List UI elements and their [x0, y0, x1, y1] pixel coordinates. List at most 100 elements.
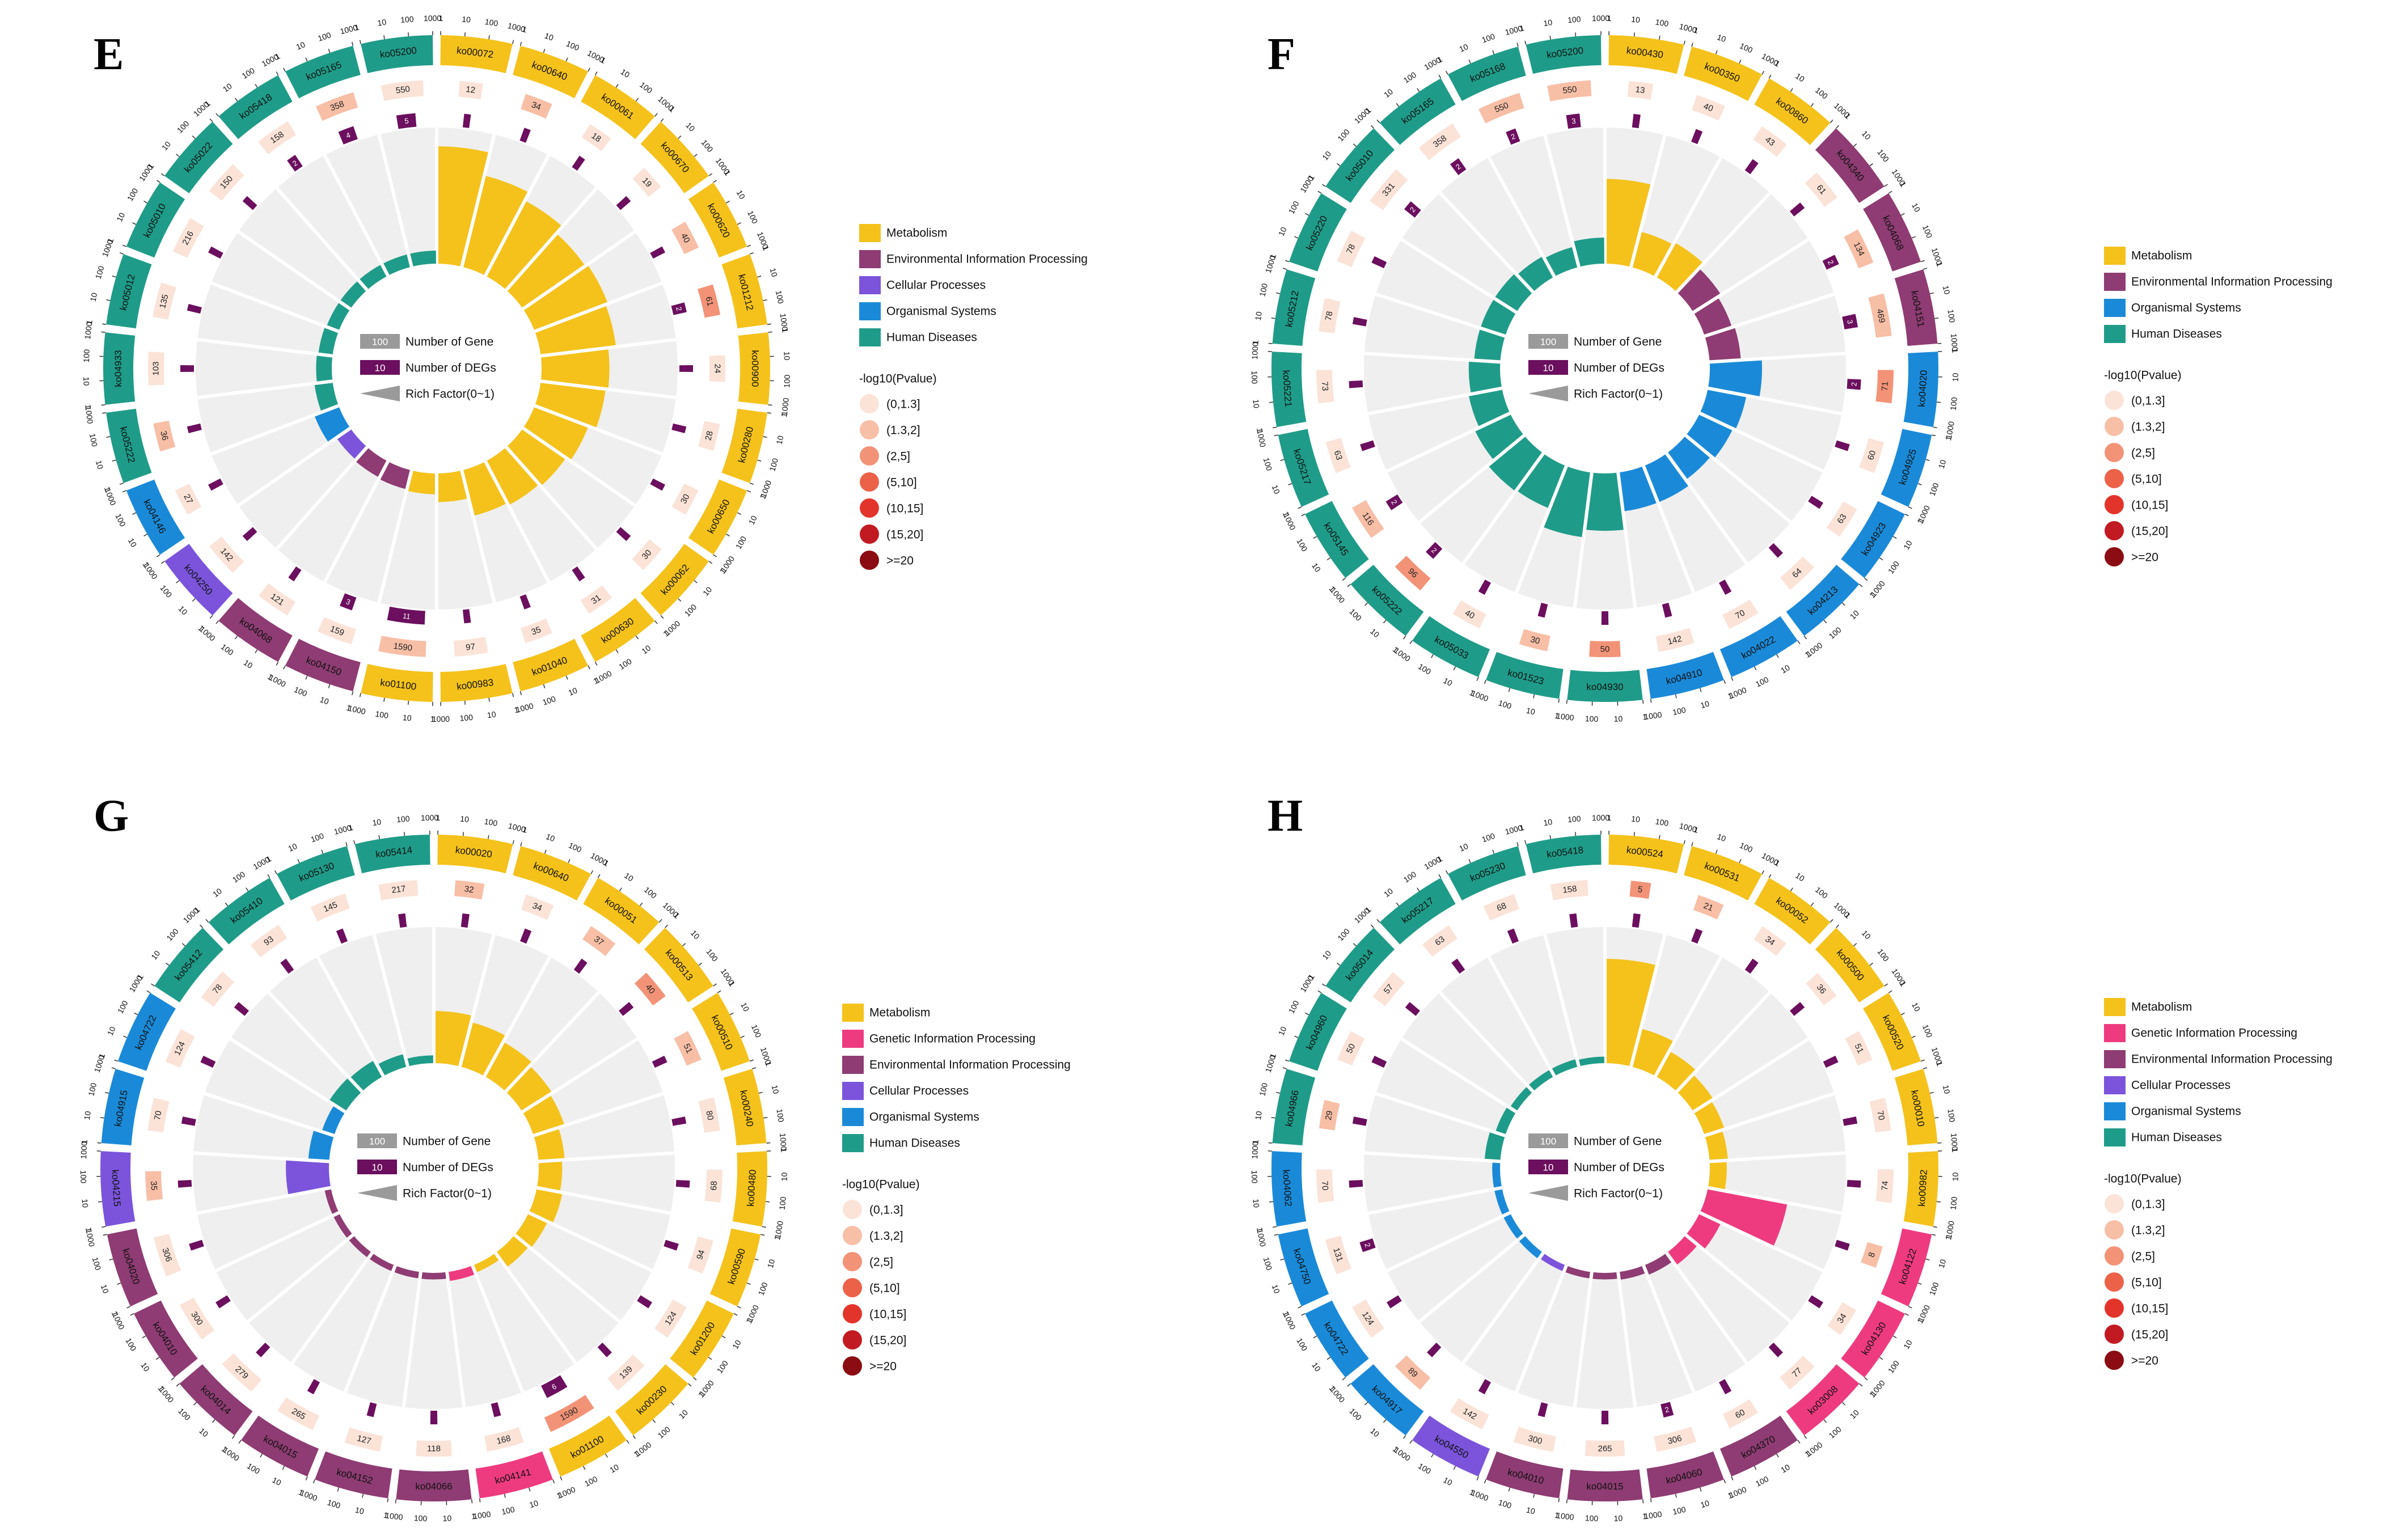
deg-count-bar [1506, 128, 1520, 145]
axis-tick [1823, 1419, 1827, 1423]
axis-tick [658, 919, 662, 923]
pathway-segment [1379, 78, 1456, 145]
gene-count-label: 80 [704, 1110, 715, 1121]
gene-count-bar [180, 1297, 215, 1340]
axis-tick [1731, 676, 1734, 681]
axis-tick-label: 10 [319, 695, 330, 706]
track-separator [1543, 134, 1581, 268]
gene-count-label: 550 [1562, 84, 1577, 96]
axis-tick-label: 1000 [1556, 1511, 1575, 1521]
axis-tick [1904, 1313, 1909, 1316]
axis-tick [1445, 870, 1448, 874]
axis-tick-label: 10 [1779, 663, 1792, 675]
axis-tick-label: 1 [1950, 1148, 1959, 1153]
pathway-segment [107, 1228, 158, 1306]
axis-tick-label: 100 [1655, 17, 1670, 28]
deg-count-label: 2 [1664, 1405, 1670, 1414]
rich-factor-bar [1492, 1161, 1502, 1189]
gene-count-bar [1692, 95, 1726, 121]
rich-factor-bar [1656, 1051, 1696, 1091]
axis-tick [114, 1059, 119, 1062]
gene-count-bar [1875, 1169, 1894, 1203]
axis-tick [132, 222, 137, 225]
gene-count-bar [1337, 230, 1366, 268]
gene-count-bar [1547, 80, 1592, 101]
axis-tick-label: 100 [1497, 1497, 1512, 1510]
axis-tick [1869, 163, 1873, 167]
axis-tick [665, 924, 669, 928]
rich-factor-bar [1644, 1253, 1672, 1275]
rich-factor-bar [523, 406, 588, 460]
pathway-segment [1325, 128, 1395, 203]
track-separator [1367, 386, 1502, 416]
axis-tick-label: 10 [1779, 1462, 1792, 1475]
axis-tick [1754, 1466, 1757, 1470]
category-label: Genetic Information Processing [2131, 1027, 2297, 1040]
track-separator [1665, 452, 1748, 565]
pathway-segment [106, 408, 152, 483]
axis-tick-label: 1000 [1949, 1133, 1959, 1151]
axis-tick-label: 10 [1848, 608, 1861, 621]
gene-count-bar [318, 617, 356, 645]
axis-tick [216, 113, 219, 117]
pathway-id-label: ko05221 [1281, 370, 1294, 407]
axis-tick-label: 10 [766, 1258, 777, 1270]
gene-count-bar [607, 1354, 645, 1391]
axis-tick [1337, 962, 1341, 966]
axis-tick [337, 1487, 340, 1492]
gene-count-bar [344, 1427, 383, 1452]
category-swatch [2104, 998, 2126, 1016]
track-separator [534, 404, 663, 456]
gene-count-bar [632, 167, 661, 197]
gene-count-label: 1590 [393, 641, 413, 653]
track-separator [1654, 156, 1723, 278]
gene-count-label: 63 [1332, 449, 1344, 461]
axis-tick-label: 10 [730, 1338, 743, 1351]
track-separator [1364, 1151, 1501, 1164]
center-legend-swatch [360, 360, 400, 375]
axis-tick-label: 10 [768, 267, 779, 278]
axis-tick [255, 649, 258, 654]
deg-count-bar [573, 958, 588, 974]
axis-tick [166, 962, 170, 966]
gene-count-bar [1519, 629, 1550, 651]
category-label: Metabolism [886, 227, 947, 240]
axis-tick-label: 10 [735, 188, 747, 201]
axis-tick [1484, 679, 1486, 684]
axis-tick [1936, 401, 1941, 403]
axis-tick-label: 10 [545, 832, 556, 843]
track-separator [1704, 292, 1835, 338]
category-label: Metabolism [2131, 1001, 2192, 1014]
track-separator [534, 281, 663, 333]
track-separator [522, 230, 636, 311]
deg-count-bar [520, 928, 532, 944]
gene-count-label: 18 [589, 131, 602, 144]
pvalue-label: (1.3,2] [2131, 421, 2165, 434]
pathway-segment [1305, 1300, 1369, 1378]
axis-tick [615, 649, 619, 654]
pathway-segment [709, 1228, 761, 1306]
axis-tick-label: 100 [91, 1256, 103, 1271]
gene-count-label: 469 [1875, 308, 1887, 324]
axis-tick-label: 100 [1585, 714, 1599, 724]
axis-tick [1364, 602, 1368, 606]
pathway-segment [1271, 1151, 1307, 1227]
pvalue-label: (1.3,2] [886, 424, 920, 437]
axis-tick [283, 665, 286, 670]
axis-tick [1417, 88, 1420, 92]
axis-tick [632, 1435, 636, 1439]
track-separator [237, 230, 352, 311]
gene-count-label: 217 [391, 884, 406, 895]
axis-tick [160, 561, 165, 564]
axis-tick-label: 1000 [1504, 823, 1523, 836]
axis-tick [1691, 43, 1693, 47]
deg-count-bar [1744, 958, 1759, 974]
gene-count-label: 265 [1598, 1444, 1612, 1454]
rich-factor-bar [1632, 231, 1672, 277]
deg-count-bar [1352, 1116, 1367, 1126]
pathway-segment [354, 835, 430, 874]
gene-count-label: 61 [703, 295, 715, 307]
axis-tick [1691, 842, 1693, 847]
axis-tick [1288, 483, 1292, 485]
rich-factor-bar [348, 1235, 372, 1258]
